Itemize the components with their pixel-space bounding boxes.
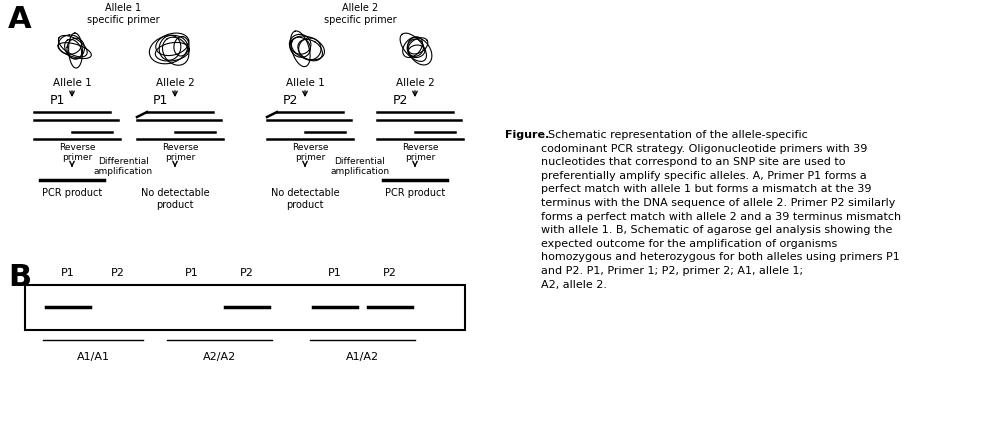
Text: P2: P2 [111,268,125,278]
Text: Allele 1: Allele 1 [286,78,324,88]
Text: Differential
amplification: Differential amplification [94,157,153,176]
Text: P1: P1 [153,93,169,107]
Text: P1: P1 [328,268,342,278]
Text: Reverse
primer: Reverse primer [59,143,95,163]
Text: Reverse
primer: Reverse primer [292,143,328,163]
Text: P2: P2 [393,93,409,107]
Text: No detectable
product: No detectable product [271,188,339,210]
Text: P1: P1 [50,93,65,107]
Text: Schematic representation of the allele-specific
codominant PCR strategy. Oligonu: Schematic representation of the allele-s… [541,130,901,290]
Text: P2: P2 [383,268,397,278]
Text: PCR product: PCR product [42,188,102,198]
Text: B: B [8,263,31,292]
Text: P2: P2 [283,93,299,107]
Text: P2: P2 [240,268,254,278]
Text: Allele 2: Allele 2 [396,78,434,88]
Text: PCR product: PCR product [385,188,445,198]
Text: Allele 2: Allele 2 [156,78,194,88]
Text: No detectable
product: No detectable product [141,188,209,210]
Text: A1/A1: A1/A1 [76,352,109,362]
Text: Reverse
primer: Reverse primer [402,143,438,163]
Text: Figure.: Figure. [505,130,550,140]
Text: Allele 2
specific primer: Allele 2 specific primer [323,3,397,24]
Text: Reverse
primer: Reverse primer [162,143,198,163]
Text: A1/A2: A1/A2 [346,352,379,362]
Text: P1: P1 [62,268,74,278]
Text: Allele 1
specific primer: Allele 1 specific primer [87,3,160,24]
Text: Differential
amplification: Differential amplification [330,157,390,176]
Text: P1: P1 [186,268,198,278]
Text: A: A [8,5,32,34]
Text: A2/A2: A2/A2 [203,352,236,362]
Text: Allele 1: Allele 1 [53,78,91,88]
